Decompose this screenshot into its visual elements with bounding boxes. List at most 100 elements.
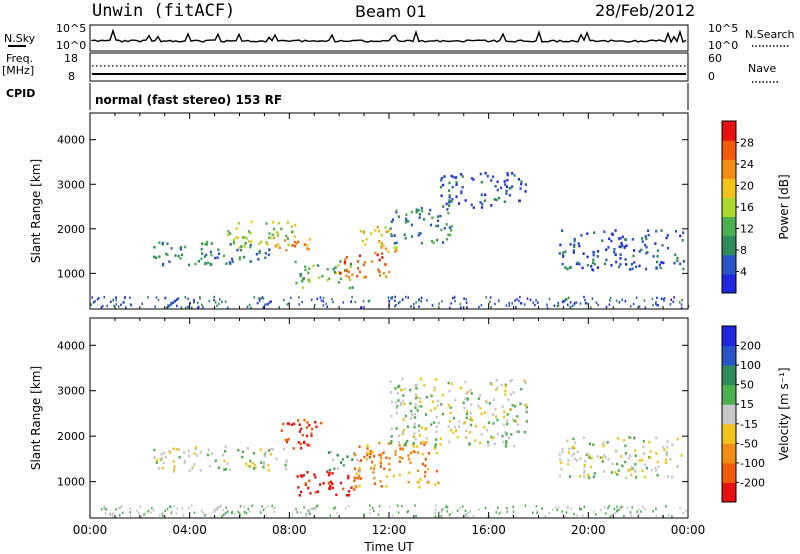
vel-ground-cell (495, 511, 498, 514)
power-cell-8 (661, 244, 664, 247)
vel-cell-4 (424, 464, 427, 468)
vel-cell-2 (327, 482, 331, 485)
vel-cell-5 (409, 388, 412, 392)
vel-cell-0 (183, 451, 186, 454)
vel-colorbar-segment (722, 326, 736, 347)
power-cell-3 (304, 265, 307, 269)
vel-cell-1 (282, 422, 285, 426)
vel-cell-6 (642, 452, 645, 455)
power-ground-cell (413, 303, 415, 306)
power-cell-8 (564, 250, 567, 253)
power-ground-cell (518, 299, 520, 303)
power-cell-1 (237, 222, 240, 225)
power-cell-3 (351, 286, 354, 289)
vel-ground-cell (536, 511, 538, 515)
vel-cell-1 (306, 421, 309, 424)
power-cell-8 (647, 229, 650, 232)
power-cell-1 (258, 242, 261, 246)
power-cell-0 (174, 254, 177, 257)
vel-cell-2 (347, 474, 350, 478)
power-ground-cell (663, 299, 665, 302)
vel-cell-5 (514, 420, 517, 423)
vel-cell-4 (423, 443, 426, 447)
vel-ground-cell (273, 507, 275, 510)
vel-colorbar-tick: -100 (740, 457, 765, 470)
power-cell-0 (258, 249, 261, 253)
nave-tick-bottom: 0 (708, 70, 715, 83)
vel-cell-0 (153, 448, 156, 452)
vel-cell-5 (420, 426, 423, 429)
power-ground-cell (319, 296, 322, 299)
power-cell-2 (293, 240, 296, 244)
vel-cell-4 (398, 460, 401, 463)
vel-ground-cell (137, 511, 140, 515)
power-cell-4 (345, 256, 348, 259)
power-ground-cell (155, 296, 158, 299)
power-colorbar-tick: 16 (740, 201, 754, 214)
vel-cell-0 (269, 453, 273, 456)
power-cell-7 (480, 206, 484, 209)
vel-ground-cell (222, 508, 225, 512)
vel-cell-4 (435, 469, 438, 473)
vel-cell-5 (395, 427, 398, 430)
power-cell-5 (395, 248, 398, 252)
vel-cell-5 (504, 431, 507, 434)
power-cell-6 (403, 233, 406, 236)
vel-cell-0 (285, 459, 288, 462)
vel-colorbar-segment (722, 423, 736, 444)
power-ground-cell (453, 295, 456, 299)
power-cell-8 (679, 234, 682, 238)
vel-cell-6 (621, 464, 624, 468)
power-cell-7 (500, 186, 503, 190)
vel-ground-cell (532, 511, 534, 514)
power-cell-6 (404, 221, 407, 224)
vel-ground-cell (446, 510, 449, 513)
power-cell-7 (495, 198, 498, 202)
power-ground-cell (463, 297, 465, 300)
power-cell-5 (376, 225, 379, 229)
vel-cell-5 (409, 402, 412, 405)
power-ground-cell (298, 303, 301, 306)
power-cell-7 (480, 180, 483, 184)
power-cell-8 (618, 265, 621, 269)
vel-cell-5 (502, 440, 505, 444)
vel-colorbar-segment (722, 365, 736, 386)
nsearch-label: N.Search (745, 28, 795, 41)
vel-colorbar-segment (722, 482, 736, 503)
power-cell-0 (238, 256, 241, 259)
power-ground-cell (532, 301, 534, 304)
power-cell-6 (420, 241, 423, 245)
vel-cell-6 (561, 450, 564, 454)
power-cell-0 (229, 243, 232, 246)
power-ground-cell (548, 297, 551, 301)
vel-cell-5 (469, 418, 472, 421)
power-cell-7 (524, 183, 527, 186)
vel-cell-0 (210, 452, 213, 456)
vel-cell-5 (436, 399, 439, 403)
power-cell-8 (676, 259, 679, 263)
vel-cell-5 (441, 412, 445, 416)
vel-cell-0 (224, 445, 227, 448)
power-ground-cell (124, 296, 126, 299)
vel-cell-5 (449, 406, 452, 409)
vel-cell-6 (582, 436, 585, 439)
vel-cell-0 (228, 468, 231, 472)
power-ground-cell (407, 296, 410, 299)
power-cell-8 (660, 229, 663, 232)
power-cell-6 (449, 233, 452, 237)
power-cell-6 (441, 241, 445, 244)
power-cell-6 (436, 238, 439, 242)
power-cell-7 (493, 198, 496, 201)
vel-cell-5 (463, 406, 466, 410)
vel-cell-6 (574, 441, 577, 444)
power-cell-8 (674, 230, 678, 233)
power-cell-7 (496, 188, 499, 192)
vel-cell-6 (643, 463, 647, 467)
vel-cell-2 (353, 488, 356, 491)
vel-cell-4 (366, 445, 369, 448)
vel-cell-4 (388, 468, 391, 472)
power-cell-8 (596, 266, 599, 269)
time-x-tick-label: 08:00 (272, 523, 307, 537)
power-ground-cell (394, 295, 396, 299)
power-cell-6 (415, 210, 418, 214)
